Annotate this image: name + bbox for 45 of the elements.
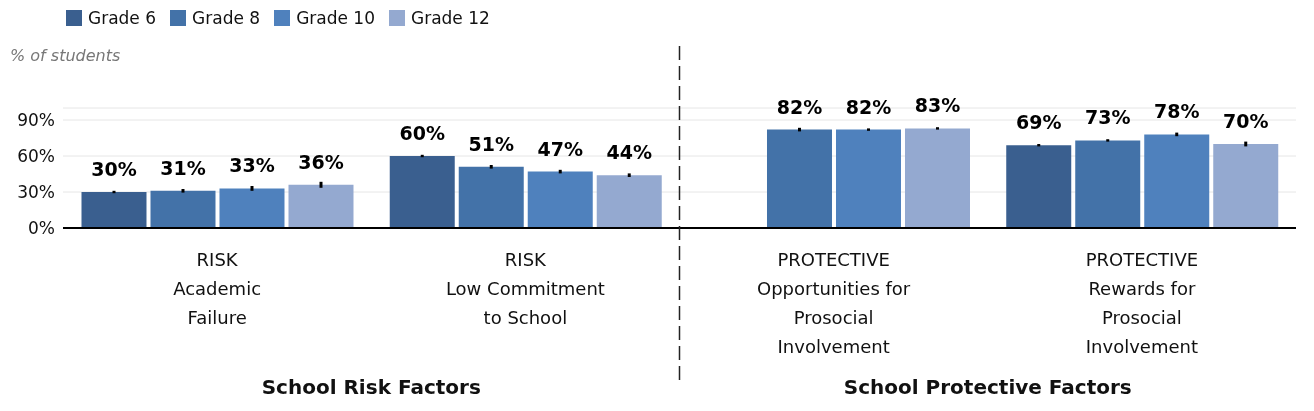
y-tick-label: 90% [17, 110, 55, 131]
legend-label: Grade 12 [410, 8, 490, 28]
y-tick-label: 60% [17, 146, 55, 167]
bar [458, 166, 524, 228]
bar [767, 129, 832, 228]
x-tick-label: RISK Low Commitment to School [445, 249, 605, 328]
data-label: 44% [606, 141, 652, 164]
data-label: 82% [845, 95, 892, 118]
x-tick-label: PROTECTIVE Rewards for Prosocial Involvement [1085, 249, 1199, 357]
y-axis-title: % of students [10, 46, 121, 65]
bar [1144, 134, 1210, 228]
data-label: 51% [468, 132, 514, 155]
data-label: 69% [1016, 111, 1062, 134]
data-label: 83% [914, 94, 961, 117]
bar [389, 156, 455, 228]
legend-label: Grade 8 [191, 8, 261, 28]
data-label: 82% [776, 95, 823, 118]
data-label: 31% [160, 156, 206, 179]
bar [219, 188, 285, 228]
bar [1075, 140, 1141, 228]
data-label: 78% [1154, 100, 1200, 123]
bar [527, 171, 593, 228]
legend-label: Grade 6 [87, 8, 157, 28]
bar [596, 175, 662, 228]
y-tick-label: 0% [28, 218, 55, 239]
data-label: 73% [1085, 106, 1131, 129]
x-tick-label: RISK Academic Failure [173, 249, 262, 328]
bar [1006, 145, 1072, 228]
bar [905, 128, 970, 228]
bar [288, 184, 354, 228]
x-tick-label: PROTECTIVE Opportunities for Prosocial Involvement [756, 249, 911, 357]
data-label: 30% [91, 158, 137, 180]
bar [150, 190, 216, 228]
data-label: 36% [298, 150, 344, 173]
data-label: 47% [537, 137, 583, 160]
legend-label: Grade 10 [295, 8, 375, 28]
bar [836, 129, 901, 228]
text: School Risk Factors [260, 375, 482, 399]
text: School Protective Factors [842, 375, 1133, 399]
y-tick-label: 30% [17, 182, 55, 203]
data-label: 70% [1223, 110, 1269, 132]
bar [81, 192, 147, 228]
data-label: 33% [229, 154, 275, 177]
bar [1213, 144, 1279, 228]
data-label: 60% [399, 122, 445, 144]
